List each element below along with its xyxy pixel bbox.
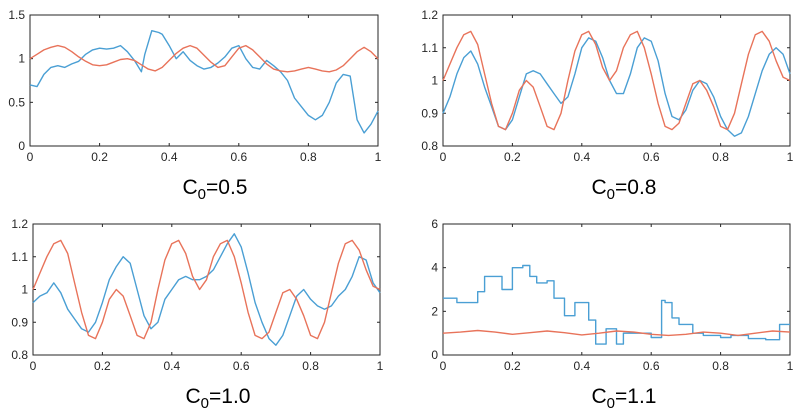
y-tick-label: 0	[431, 348, 438, 362]
plot-frame	[32, 223, 381, 356]
plot-frame	[442, 14, 791, 147]
x-tick-label: 0.4	[161, 150, 178, 164]
x-tick-label: 0.6	[643, 359, 660, 373]
x-tick-label: 0.6	[233, 359, 250, 373]
x-tick-label: 1	[787, 150, 794, 164]
tick-marks	[442, 223, 791, 356]
x-tick-label: 1	[377, 359, 384, 373]
x-tick-label: 0.6	[643, 150, 660, 164]
chart-caption: C0=1.1	[592, 385, 657, 412]
tick-labels: 0 0.2 0.4 0.6 0.8 1 0 0.5 1 1.5	[8, 8, 381, 164]
x-tick-label: 0.8	[712, 359, 729, 373]
chart-caption: C0=0.8	[592, 176, 657, 203]
x-tick-label: 0.4	[163, 359, 180, 373]
x-tick-label: 1	[787, 359, 794, 373]
x-tick-label: 0.2	[91, 150, 108, 164]
x-tick-label: 0.4	[573, 359, 590, 373]
caption-subscript: 0	[198, 186, 206, 203]
y-tick-label: 0.8	[421, 139, 438, 153]
y-tick-label: 0.5	[8, 95, 25, 109]
caption-subscript: 0	[201, 395, 209, 412]
chart-panel: 0 0.2 0.4 0.6 0.8 100.511.5 C0=0.5	[8, 8, 381, 203]
series-line-orange	[442, 30, 791, 131]
x-tick-label: 0.8	[300, 150, 317, 164]
tick-marks	[29, 14, 379, 147]
x-tick-label: 0.8	[712, 150, 729, 164]
series-line-orange	[442, 329, 791, 337]
x-tick-label: 0	[30, 359, 37, 373]
y-tick-label: 0	[18, 139, 25, 153]
caption-base: C	[592, 385, 607, 408]
chart-panel: 0 0.2 0.4 0.6 0.8 10.80.911.11.2 C0=1.0	[11, 217, 383, 412]
y-tick-label: 1	[21, 283, 28, 297]
y-tick-label: 1.2	[11, 217, 28, 231]
y-tick-label: 0.9	[11, 315, 28, 329]
y-tick-label: 1	[18, 52, 25, 66]
series-layer	[29, 30, 379, 134]
y-tick-label: 1.2	[421, 8, 438, 22]
y-tick-label: 1.5	[8, 8, 25, 22]
x-tick-label: 0.2	[504, 150, 521, 164]
x-tick-label: 0	[27, 150, 34, 164]
y-tick-label: 6	[431, 217, 438, 231]
y-tick-label: 0.9	[421, 106, 438, 120]
y-tick-label: 4	[431, 261, 438, 275]
caption-rest: =0.8	[615, 176, 656, 199]
caption-base: C	[592, 176, 607, 199]
x-tick-label: 0	[440, 150, 447, 164]
chart-panel: 0 0.2 0.4 0.6 0.8 10.80.911.11.2 C0=0.8	[421, 8, 793, 203]
x-tick-label: 0.2	[504, 359, 521, 373]
caption-base: C	[183, 176, 198, 199]
tick-labels: 0 0.2 0.4 0.6 0.8 1 0 2 4 6	[431, 217, 793, 373]
x-tick-label: 0.4	[573, 150, 590, 164]
series-line-blue	[443, 264, 790, 345]
series-line-blue	[32, 233, 381, 346]
caption-subscript: 0	[607, 395, 615, 412]
x-tick-label: 1	[375, 150, 382, 164]
caption-subscript: 0	[607, 186, 615, 203]
x-tick-label: 0	[440, 359, 447, 373]
y-tick-label: 1	[431, 74, 438, 88]
y-tick-label: 0.8	[11, 348, 28, 362]
caption-rest: =1.1	[615, 385, 656, 408]
series-line-blue	[29, 30, 379, 134]
x-tick-label: 0.8	[302, 359, 319, 373]
caption-base: C	[186, 385, 201, 408]
chart-caption: C0=1.0	[186, 385, 251, 412]
x-tick-label: 0.2	[94, 359, 111, 373]
chart-caption: C0=0.5	[183, 176, 248, 203]
series-layer	[32, 233, 381, 346]
series-layer	[442, 264, 791, 345]
y-tick-label: 2	[431, 304, 438, 318]
series-layer	[442, 30, 791, 137]
y-tick-label: 1.1	[11, 250, 28, 264]
tick-labels: 0 0.2 0.4 0.6 0.8 1 0.8 0.9 1 1.1 1.2	[11, 217, 383, 373]
caption-rest: =0.5	[206, 176, 247, 199]
series-line-orange	[29, 44, 379, 73]
caption-rest: =1.0	[209, 385, 250, 408]
plot-frame	[29, 14, 379, 147]
tick-labels: 0 0.2 0.4 0.6 0.8 1 0.8 0.9 1 1.1 1.2	[421, 8, 793, 164]
x-tick-label: 0.6	[230, 150, 247, 164]
series-line-orange	[32, 239, 381, 340]
y-tick-label: 1.1	[421, 41, 438, 55]
